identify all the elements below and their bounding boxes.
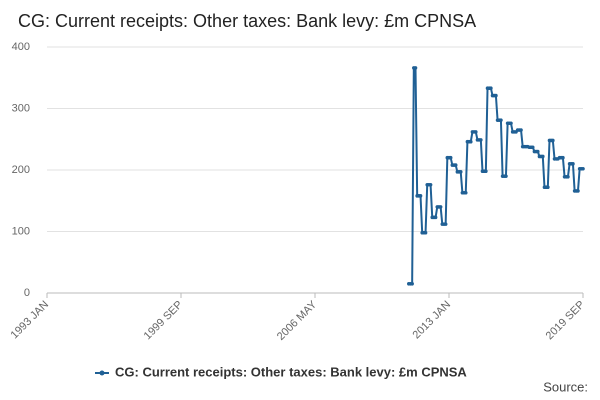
data-point [438,205,443,209]
data-point [468,139,473,144]
data-point [453,163,458,167]
x-tick-label: 1993 JAN [9,299,52,342]
data-line [408,66,583,285]
data-point [546,185,550,190]
y-tick-label: 100 [12,225,30,237]
data-point [443,222,448,226]
data-point [551,138,555,143]
data-point [535,149,540,154]
data-point [576,189,580,193]
y-tick-label: 0 [24,287,30,299]
legend-label: CG: Current receipts: Other taxes: Bank … [115,364,467,379]
legend-marker [99,370,105,376]
x-tick-label: 1999 SEP [142,299,186,343]
data-point [519,128,523,132]
data-point [541,154,545,159]
data-point [428,182,433,187]
data-point [504,174,508,178]
data-point [571,162,575,166]
data-point [484,169,488,174]
x-tick-label: 2019 SEP [544,299,588,343]
data-point [413,66,418,70]
data-point [499,118,503,122]
data-point [448,155,453,160]
x-tick-label: 2006 MAY [275,298,320,343]
data-point [479,138,483,142]
data-point [494,93,498,98]
data-point [581,166,585,171]
data-point [463,190,468,195]
data-point [458,170,463,174]
y-tick-label: 300 [12,102,30,114]
data-point [418,194,423,198]
data-point [410,281,414,286]
data-point [530,145,535,150]
data-point [561,155,565,160]
data-point [474,130,478,134]
data-point [489,86,493,91]
source-label: Source: [543,379,588,394]
data-point [433,215,438,220]
y-tick-label: 400 [12,41,30,53]
x-tick-label: 2013 JAN [411,299,454,342]
chart-title: CG: Current receipts: Other taxes: Bank … [18,11,476,31]
data-point [566,174,570,179]
data-point [423,230,428,235]
data-point [509,121,513,126]
y-tick-label: 200 [12,164,30,176]
